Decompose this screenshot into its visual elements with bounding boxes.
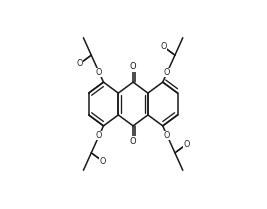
Text: O: O	[160, 42, 167, 51]
Text: O: O	[164, 68, 170, 77]
Text: O: O	[130, 62, 136, 71]
Text: O: O	[77, 59, 83, 68]
Text: O: O	[130, 137, 136, 146]
Text: O: O	[100, 157, 106, 166]
Text: O: O	[164, 131, 170, 140]
Text: O: O	[96, 68, 102, 77]
Text: O: O	[96, 131, 102, 140]
Text: O: O	[183, 140, 190, 149]
